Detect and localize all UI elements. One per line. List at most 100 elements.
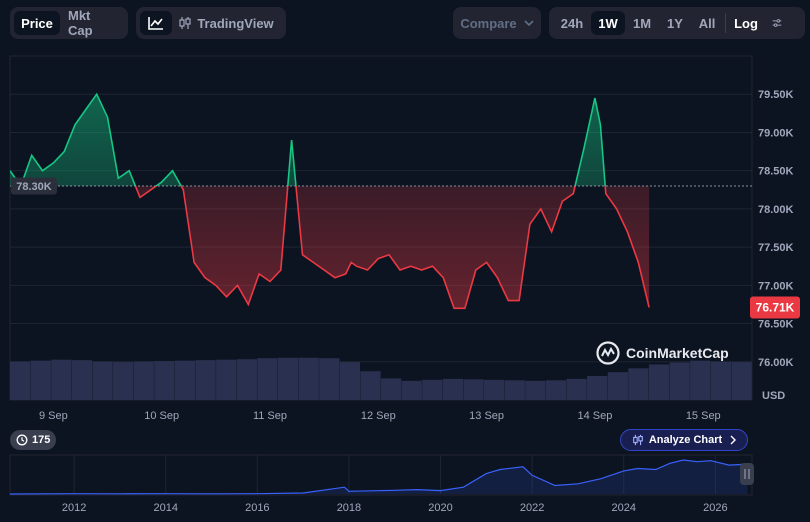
range-toggle: 24h 1W 1M 1Y All Log [549,7,805,39]
volume-bar [525,380,546,400]
chevron-down-icon [524,20,534,26]
volume-bar [442,378,464,400]
volume-bar [401,380,422,400]
volume-bar [51,359,72,400]
tradingview-button[interactable]: TradingView [172,11,280,35]
reference-label: 78.30K [16,181,52,193]
volume-bar [484,379,505,400]
coinmarketcap-logo-icon [596,341,620,365]
range-1w-button[interactable]: 1W [591,11,625,35]
y-tick-label: 79.00K [758,127,794,139]
chart-type-toggle: TradingView [136,7,286,39]
chevron-right-icon [730,435,737,445]
line-chart-icon [148,17,163,30]
volume-bars [10,357,752,400]
x-tick-label: 11 Sep [253,410,287,422]
volume-bar [669,362,690,400]
volume-bar [154,361,175,400]
volume-bar [92,361,113,400]
volume-bar [216,359,237,400]
navigator-grid [73,455,716,494]
price-line-below [19,185,650,310]
x-tick-label: 12 Sep [361,410,396,422]
navigator-line [9,459,748,495]
price-mktcap-toggle: Price Mkt Cap [10,7,128,39]
navigator-tick-label: 2014 [153,502,177,514]
volume-bar [731,362,752,400]
x-tick-label: 15 Sep [686,410,721,422]
history-icon [16,434,28,446]
sliders-icon [772,19,782,27]
range-1y-button[interactable]: 1Y [667,15,683,31]
candlestick-icon [179,17,191,29]
volume-bar [607,372,628,400]
price-button[interactable]: Price [14,11,60,35]
toolbar-divider [725,13,726,33]
history-count: 175 [32,434,51,446]
volume-bar [339,362,360,400]
volume-bar [545,380,567,400]
volume-bar [690,360,711,400]
log-button[interactable]: Log [734,15,758,31]
volume-bar [30,360,51,400]
last-price-badge: 76.71K [750,296,800,319]
navigator-tick-label: 2012 [62,502,86,514]
volume-bar [422,379,443,400]
range-24h-button[interactable]: 24h [560,15,584,31]
y-tick-label: 77.50K [758,242,794,254]
navigator-frame [9,454,753,496]
y-tick-label: 76.00K [758,357,794,369]
volume-bar [463,379,484,400]
navigator-tick-label: 2026 [703,502,727,514]
volume-bar [504,380,525,400]
analyze-chart-button[interactable]: Analyze Chart [620,429,748,451]
x-tick-label: 9 Sep [39,410,68,422]
navigator-tick-label: 2024 [612,502,636,514]
navigator-tick-label: 2020 [428,502,452,514]
history-counter[interactable]: 175 [10,430,57,450]
candlestick-icon [632,434,643,446]
navigator-tick-label: 2018 [337,502,361,514]
x-tick-label: 10 Sep [144,410,179,422]
tradingview-label: TradingView [197,15,274,31]
volume-bar [195,360,216,400]
volume-bar [587,376,608,400]
y-tick-label: 76.50K [758,319,794,331]
volume-bar [319,358,340,400]
volume-bar [710,361,731,400]
volume-bar [381,378,402,400]
navigator-x-ticks: 2012 2014 2016 2018 2020 2022 2024 2026 [62,502,728,514]
volume-bar [277,357,299,400]
mktcap-button[interactable]: Mkt Cap [68,8,93,38]
coinmarketcap-watermark: CoinMarketCap [596,341,729,365]
y-axis-ticks: 76.00K 76.50K 77.00K 77.50K 78.00K 78.50K 79.0… [758,89,794,369]
volume-bar [566,378,587,400]
volume-bar [71,360,93,400]
range-1m-button[interactable]: 1M [632,15,652,31]
volume-bar [133,361,154,400]
price-line-above [10,92,607,186]
reference-badge: 78.30K [11,177,57,195]
volume-bar [648,364,670,400]
range-all-button[interactable]: All [698,15,716,31]
compare-label: Compare [460,15,517,31]
settings-button[interactable] [764,11,790,35]
brand-name: CoinMarketCap [626,345,729,361]
area-below-reference [10,185,650,309]
volume-bar [360,371,381,400]
volume-bar [10,361,31,400]
navigator-tick-label: 2016 [245,502,269,514]
navigator-handle[interactable] [740,463,754,485]
navigator-tick-label: 2022 [520,502,544,514]
x-tick-label: 14 Sep [577,410,612,422]
x-axis-ticks: 9 Sep 10 Sep 11 Sep 12 Sep 13 Sep 14 Sep 15 Se… [39,410,721,422]
x-tick-label: 13 Sep [469,410,504,422]
y-tick-label: 78.00K [758,204,794,216]
line-chart-button[interactable] [140,11,172,35]
compare-dropdown[interactable]: Compare [453,7,541,39]
volume-bar [298,357,319,400]
last-price-label: 76.71K [756,301,795,315]
y-tick-label: 79.50K [758,89,794,101]
analyze-chart-label: Analyze Chart [648,434,723,446]
